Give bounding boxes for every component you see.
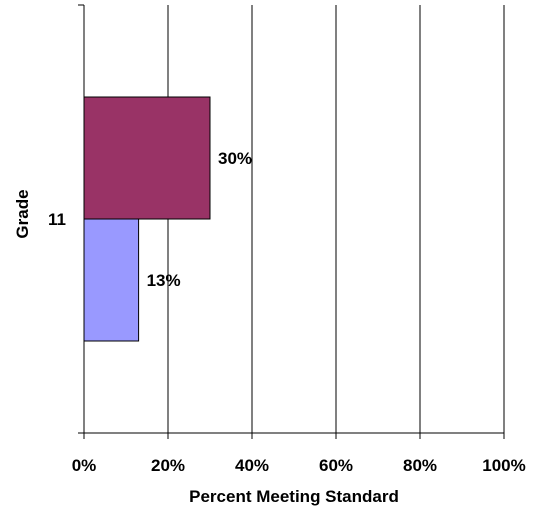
labels: 0% 20% 40% 60% 80% 100% 11 13% 30% bbox=[48, 149, 526, 475]
x-tick-label: 20% bbox=[151, 456, 185, 475]
x-tick-label: 60% bbox=[319, 456, 353, 475]
gridlines bbox=[167, 5, 505, 433]
data-label: 13% bbox=[147, 271, 181, 290]
bars bbox=[83, 96, 211, 342]
x-tick-label: 0% bbox=[72, 456, 97, 475]
x-tick-label: 40% bbox=[235, 456, 269, 475]
data-label: 30% bbox=[218, 149, 252, 168]
x-axis-title: Percent Meeting Standard bbox=[189, 487, 399, 506]
bar bbox=[83, 96, 211, 220]
ticks bbox=[78, 4, 505, 439]
x-tick-label: 80% bbox=[403, 456, 437, 475]
y-axis-title: Grade bbox=[13, 189, 32, 238]
axes bbox=[83, 5, 504, 434]
bar bbox=[83, 218, 140, 342]
y-tick-label: 11 bbox=[48, 210, 66, 229]
x-tick-label: 100% bbox=[482, 456, 525, 475]
